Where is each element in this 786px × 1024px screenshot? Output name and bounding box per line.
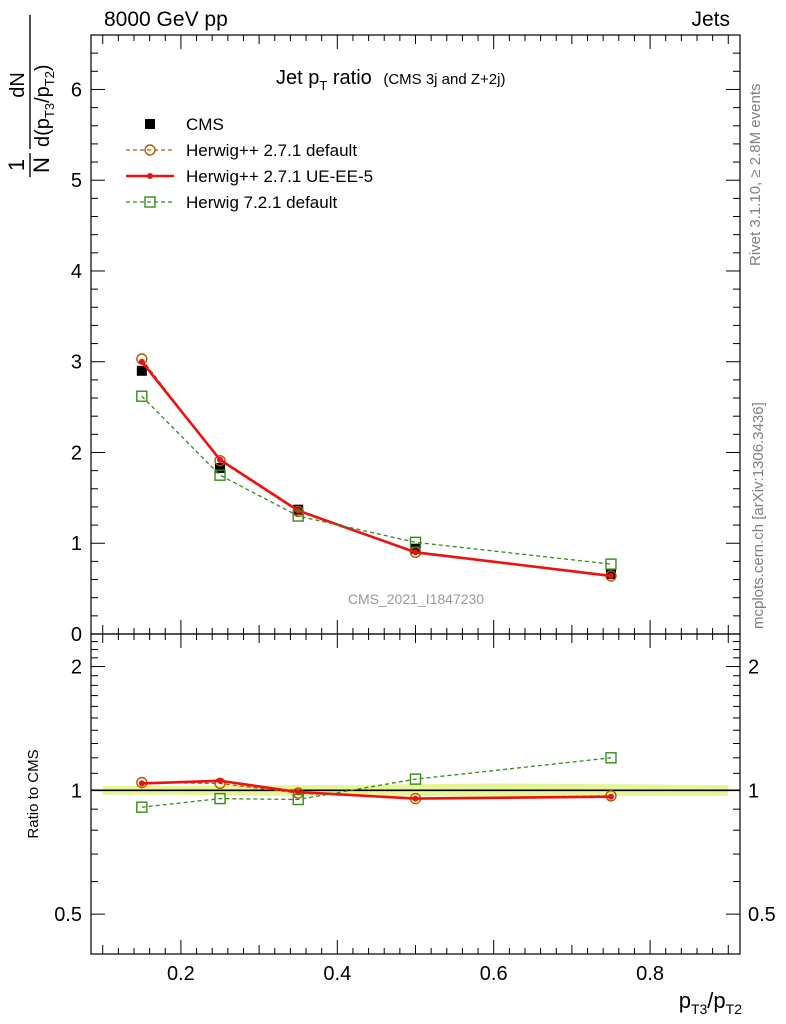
ylabel-n: N: [29, 157, 54, 173]
main-point-herwig-2-7-1-ue-ee-5: [412, 549, 419, 556]
ratio-xtick-label: 0.4: [323, 963, 351, 985]
main-ytick-label: 2: [71, 442, 82, 464]
legend-label: Herwig++ 2.7.1 UE-EE-5: [186, 167, 373, 186]
ylabel-one: 1: [4, 159, 29, 171]
legend-label: Herwig++ 2.7.1 default: [186, 141, 357, 160]
ratio-y-axis-label: Ratio to CMS: [25, 749, 42, 838]
main-plot: 0 1 2 3 4 5 6 Jet pT ratio (CMS 3j and Z+2j) C…: [4, 15, 741, 646]
ratio-axis-ticks: 0.5 0.5 1 1 2 2 0.2 0.4 0.6 0.8: [54, 634, 776, 985]
main-point-herwig-2-7-1-default: [214, 454, 226, 467]
main-y-axis-label: 1 N dN d(pT3/pT2): [4, 15, 57, 177]
ylabel-dn: dN: [7, 72, 29, 98]
header-right: Jets: [691, 8, 730, 31]
ratio-ytick-label-right: 2: [748, 657, 759, 679]
legend-label: CMS: [186, 115, 224, 134]
legend-marker: [144, 144, 156, 156]
main-point-herwig-7-2-1-default: [214, 469, 226, 481]
ratio-uncertainty-band: [91, 783, 740, 797]
header-left: 8000 GeV pp: [104, 8, 228, 31]
main-series: [136, 353, 617, 582]
ratio-point-herwig-2-7-1-ue-ee-5: [217, 777, 224, 784]
main-ytick-label: 3: [71, 352, 82, 374]
main-line-herwig-7-2-1-default: [141, 395, 612, 565]
ratio-line-herwig-7-2-1-default: [141, 757, 612, 808]
ratio-ytick-label: 2: [71, 657, 82, 679]
ratio-xtick-label: 0.6: [480, 963, 508, 985]
legend: CMS Herwig++ 2.7.1 default Herwig++ 2.7.1 …: [126, 115, 373, 212]
main-line-herwig-2-7-1-ue-ee-5: [140, 360, 612, 578]
main-ytick-label: 1: [71, 533, 82, 555]
ratio-ytick-label: 1: [71, 780, 82, 802]
main-point-herwig-7-2-1-default: [136, 390, 148, 402]
ratio-xtick-label: 0.8: [636, 963, 664, 985]
legend-label: Herwig 7.2.1 default: [186, 193, 337, 212]
ratio-point-herwig-2-7-1-ue-ee-5: [607, 793, 614, 800]
ratio-point-herwig-7-2-1-default: [605, 752, 617, 764]
watermark: CMS_2021_I1847230: [348, 591, 484, 607]
main-ytick-label: 0: [71, 624, 82, 646]
ratio-ytick-label-right: 1: [748, 780, 759, 802]
main-point-herwig-2-7-1-ue-ee-5: [138, 358, 145, 365]
main-ytick-label: 5: [71, 170, 82, 192]
main-point-cms: [410, 543, 421, 554]
x-axis-label: pT3/pT2: [679, 988, 743, 1017]
main-point-herwig-7-2-1-default: [292, 510, 304, 522]
main-title: Jet pT ratio (CMS 3j and Z+2j): [276, 67, 505, 93]
legend-marker: [147, 173, 153, 179]
main-point-herwig-2-7-1-ue-ee-5: [607, 572, 614, 579]
ratio-point-herwig-7-2-1-default: [409, 773, 422, 785]
main-ytick-label: 4: [71, 261, 82, 283]
main-point-herwig-7-2-1-default: [409, 536, 422, 549]
ratio-xtick-label: 0.2: [167, 963, 195, 985]
legend-marker: [144, 196, 156, 208]
main-point-cms: [136, 365, 147, 376]
main-axis-ticks: 0 1 2 3 4 5 6: [71, 35, 740, 646]
main-ytick-label: 6: [71, 79, 82, 101]
ratio-point-herwig-2-7-1-ue-ee-5: [138, 780, 145, 787]
ratio-series: [136, 752, 617, 813]
legend-marker: [145, 119, 155, 129]
ratio-point-herwig-7-2-1-default: [136, 801, 148, 813]
main-point-cms: [215, 462, 226, 473]
main-point-herwig-7-2-1-default: [605, 558, 617, 570]
main-point-herwig-2-7-1-ue-ee-5: [217, 456, 224, 463]
ratio-ytick-label: 0.5: [54, 904, 82, 926]
ratio-point-herwig-7-2-1-default: [292, 793, 304, 806]
ratio-plot: 0.5 0.5 1 1 2 2 0.2 0.4 0.6 0.8 Ratio to CMS pT3/…: [25, 633, 776, 1017]
ratio-ytick-label-right: 0.5: [748, 904, 776, 926]
ratio-point-herwig-2-7-1-ue-ee-5: [412, 795, 419, 802]
ratio-point-herwig-2-7-1-ue-ee-5: [295, 789, 302, 796]
ylabel-frac-den: d(pT3/pT2): [32, 64, 57, 147]
ratio-point-herwig-7-2-1-default: [214, 792, 226, 805]
